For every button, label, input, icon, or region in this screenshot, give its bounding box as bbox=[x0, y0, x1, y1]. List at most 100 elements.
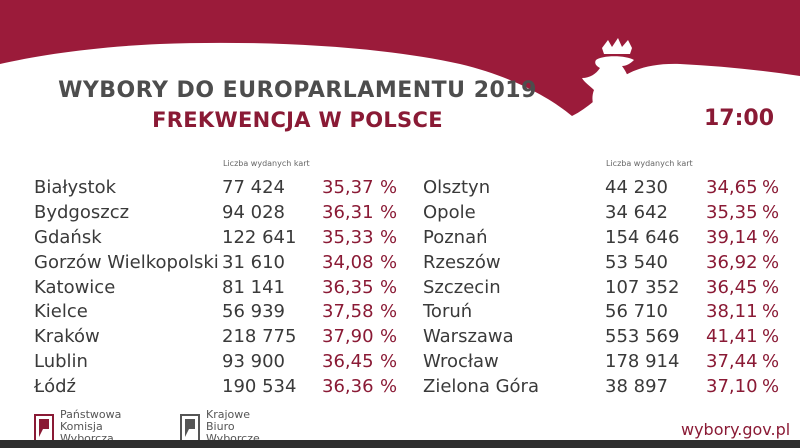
pkw-line-2: Komisja bbox=[60, 420, 103, 433]
percent-sign: % bbox=[762, 201, 780, 223]
percent-sign: % bbox=[380, 251, 398, 273]
cards-issued: 94 028 bbox=[222, 201, 285, 223]
city-name: Olsztyn bbox=[423, 177, 491, 198]
header-banner bbox=[0, 0, 800, 134]
turnout-percent: 36,45 bbox=[322, 351, 374, 373]
right-turnout-table: Olsztyn 44 230 34,65% Opole 34 642 35,35% Pozn… bbox=[400, 176, 800, 400]
table-row: Kielce 56 939 37,58% bbox=[0, 300, 400, 325]
percent-sign: % bbox=[762, 276, 780, 298]
cards-issued: 56 710 bbox=[605, 301, 668, 323]
city-name: Łódź bbox=[34, 376, 77, 398]
table-row: Katowice 81 141 36,35% bbox=[0, 276, 400, 301]
city-name: Wrocław bbox=[423, 351, 499, 373]
cards-issued: 81 141 bbox=[222, 276, 285, 298]
turnout-percent: 35,35 bbox=[706, 201, 758, 223]
percent-sign: % bbox=[380, 326, 398, 348]
cards-issued: 53 540 bbox=[605, 251, 668, 273]
table-row: Łódź 190 534 36,36% bbox=[0, 375, 400, 400]
cards-issued: 44 230 bbox=[605, 177, 668, 198]
percent-sign: % bbox=[762, 226, 780, 248]
kbw-logo-icon bbox=[180, 414, 200, 442]
city-name: Opole bbox=[423, 201, 476, 223]
city-name: Rzeszów bbox=[423, 251, 501, 273]
cards-issued: 34 642 bbox=[605, 201, 668, 223]
website-link[interactable]: wybory.gov.pl bbox=[681, 420, 791, 439]
kbw-line-2: Biuro bbox=[206, 420, 235, 433]
table-row: Zielona Góra 38 897 37,10% bbox=[400, 375, 800, 400]
left-cards-column-label: Liczba wydanych kart bbox=[223, 159, 310, 168]
table-row: Olsztyn 44 230 34,65% bbox=[400, 176, 800, 201]
percent-sign: % bbox=[762, 177, 780, 198]
city-name: Gdańsk bbox=[34, 226, 102, 248]
cards-issued: 553 569 bbox=[605, 326, 680, 348]
table-row: Toruń 56 710 38,11% bbox=[400, 300, 800, 325]
city-name: Kraków bbox=[34, 326, 100, 348]
percent-sign: % bbox=[762, 351, 780, 373]
cards-issued: 77 424 bbox=[222, 177, 285, 198]
white-eagle-icon bbox=[582, 38, 634, 134]
city-name: Zielona Góra bbox=[423, 376, 539, 398]
cards-issued: 56 939 bbox=[222, 301, 285, 323]
turnout-percent: 36,31 bbox=[322, 201, 374, 223]
right-cards-column-label: Liczba wydanych kart bbox=[606, 159, 693, 168]
page-subtitle: FREKWENCJA W POLSCE bbox=[152, 108, 443, 132]
pkw-line-1: Państwowa bbox=[60, 408, 122, 421]
cards-issued: 178 914 bbox=[605, 351, 680, 373]
cards-issued: 31 610 bbox=[222, 251, 285, 273]
city-name: Toruń bbox=[423, 301, 473, 323]
percent-sign: % bbox=[380, 226, 398, 248]
turnout-percent: 41,41 bbox=[706, 326, 758, 348]
table-row: Wrocław 178 914 37,44% bbox=[400, 350, 800, 375]
percent-sign: % bbox=[380, 351, 398, 373]
city-name: Warszawa bbox=[423, 326, 514, 348]
turnout-percent: 35,33 bbox=[322, 226, 374, 248]
cards-issued: 38 897 bbox=[605, 376, 668, 398]
turnout-percent: 37,90 bbox=[322, 326, 374, 348]
percent-sign: % bbox=[762, 251, 780, 273]
percent-sign: % bbox=[380, 201, 398, 223]
turnout-percent: 34,08 bbox=[322, 251, 374, 273]
turnout-percent: 36,36 bbox=[322, 376, 374, 398]
cards-issued: 218 775 bbox=[222, 326, 297, 348]
turnout-percent: 39,14 bbox=[706, 226, 758, 248]
table-row: Warszawa 553 569 41,41% bbox=[400, 325, 800, 350]
turnout-percent: 36,92 bbox=[706, 251, 758, 273]
city-name: Poznań bbox=[423, 226, 488, 248]
time-label: 17:00 bbox=[704, 106, 775, 131]
kbw-line-1: Krajowe bbox=[206, 408, 251, 421]
table-row: Bydgoszcz 94 028 36,31% bbox=[0, 201, 400, 226]
turnout-percent: 34,65 bbox=[706, 177, 758, 198]
turnout-percent: 37,10 bbox=[706, 376, 758, 398]
table-row: Szczecin 107 352 36,45% bbox=[400, 276, 800, 301]
turnout-percent: 35,37 bbox=[322, 177, 374, 198]
percent-sign: % bbox=[380, 276, 398, 298]
turnout-percent: 36,45 bbox=[706, 276, 758, 298]
cards-issued: 93 900 bbox=[222, 351, 285, 373]
table-row: Kraków 218 775 37,90% bbox=[0, 325, 400, 350]
cards-issued: 107 352 bbox=[605, 276, 680, 298]
turnout-percent: 37,58 bbox=[322, 301, 374, 323]
percent-sign: % bbox=[380, 301, 398, 323]
city-name: Katowice bbox=[34, 276, 116, 298]
city-name: Kielce bbox=[34, 301, 88, 323]
table-row: Białystok 77 424 35,37% bbox=[0, 176, 400, 201]
table-row: Lublin 93 900 36,45% bbox=[0, 350, 400, 375]
city-name: Gorzów Wielkopolski bbox=[34, 251, 219, 273]
left-turnout-table: Białystok 77 424 35,37% Bydgoszcz 94 028 36,3… bbox=[0, 176, 400, 400]
percent-sign: % bbox=[380, 177, 398, 198]
table-row: Opole 34 642 35,35% bbox=[400, 201, 800, 226]
turnout-percent: 37,44 bbox=[706, 351, 758, 373]
table-row: Gdańsk 122 641 35,33% bbox=[0, 226, 400, 251]
turnout-percent: 38,11 bbox=[706, 301, 758, 323]
table-row: Poznań 154 646 39,14% bbox=[400, 226, 800, 251]
percent-sign: % bbox=[380, 376, 398, 398]
page-title: WYBORY DO EUROPARLAMENTU 2019 bbox=[58, 78, 537, 103]
cards-issued: 122 641 bbox=[222, 226, 297, 248]
bottom-bar bbox=[0, 440, 800, 448]
city-name: Białystok bbox=[34, 177, 117, 198]
table-row: Gorzów Wielkopolski 31 610 34,08% bbox=[0, 251, 400, 276]
city-name: Szczecin bbox=[423, 276, 501, 298]
pkw-logo-icon bbox=[34, 414, 54, 442]
percent-sign: % bbox=[762, 301, 780, 323]
cards-issued: 154 646 bbox=[605, 226, 680, 248]
